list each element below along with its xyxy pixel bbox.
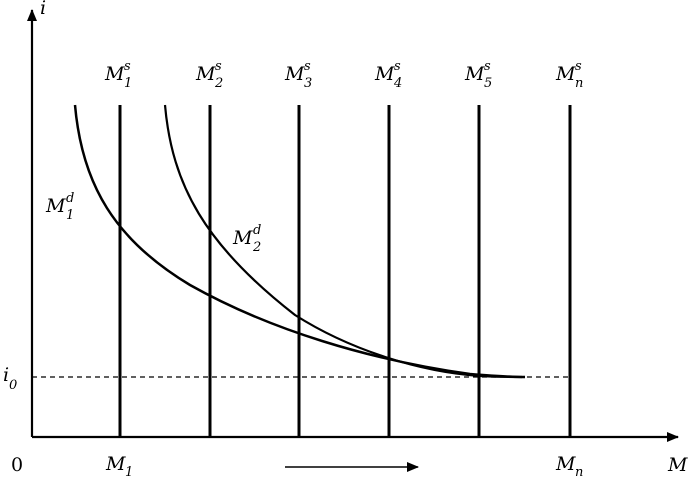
- svg-text:M: M: [555, 453, 576, 475]
- i0-label: i 0: [3, 364, 17, 393]
- supply-label-4: M s 4: [374, 59, 402, 91]
- svg-text:M: M: [464, 63, 485, 85]
- supply-label-1: M s 1: [104, 59, 132, 91]
- svg-text:d: d: [66, 191, 74, 206]
- svg-text:M: M: [284, 63, 305, 85]
- svg-text:M: M: [374, 63, 395, 85]
- supply-label-3: M s 3: [284, 59, 312, 91]
- svg-text:M: M: [555, 63, 576, 85]
- svg-text:M: M: [104, 63, 125, 85]
- svg-text:4: 4: [393, 76, 402, 91]
- demand-curve-1: [73, 104, 526, 379]
- x-axis-label: M: [667, 454, 688, 476]
- x-tick-label-mn: M n: [555, 453, 583, 480]
- svg-text:1: 1: [66, 208, 74, 223]
- demand-curve-2: [163, 104, 523, 379]
- svg-text:i: i: [3, 364, 9, 386]
- svg-text:2: 2: [214, 76, 223, 91]
- supply-label-5: M s 5: [464, 59, 492, 91]
- svg-text:0: 0: [9, 378, 17, 393]
- svg-text:s: s: [215, 59, 222, 74]
- svg-text:s: s: [484, 59, 491, 74]
- svg-text:1: 1: [124, 76, 132, 91]
- origin-label: 0: [11, 454, 23, 476]
- svg-text:d: d: [253, 223, 261, 238]
- svg-text:n: n: [575, 465, 583, 480]
- svg-text:M: M: [45, 195, 66, 217]
- supply-label-n: M s n: [555, 59, 583, 91]
- supply-label-2: M s 2: [195, 59, 223, 91]
- svg-text:M: M: [195, 63, 216, 85]
- demand-label-1: M d 1: [45, 191, 74, 223]
- svg-text:1: 1: [125, 465, 133, 480]
- svg-text:3: 3: [304, 76, 312, 91]
- svg-text:s: s: [394, 59, 401, 74]
- x-tick-label-m1: M 1: [105, 453, 133, 480]
- supply-lines: [118, 105, 572, 437]
- svg-text:s: s: [575, 59, 582, 74]
- y-axis-label: i: [40, 0, 46, 19]
- demand-label-2: M d 2: [232, 223, 261, 255]
- svg-text:5: 5: [484, 76, 492, 91]
- svg-text:M: M: [232, 227, 253, 249]
- svg-text:2: 2: [252, 240, 261, 255]
- svg-text:M: M: [105, 453, 126, 475]
- svg-text:s: s: [124, 59, 131, 74]
- svg-text:n: n: [575, 76, 583, 91]
- svg-text:s: s: [304, 59, 311, 74]
